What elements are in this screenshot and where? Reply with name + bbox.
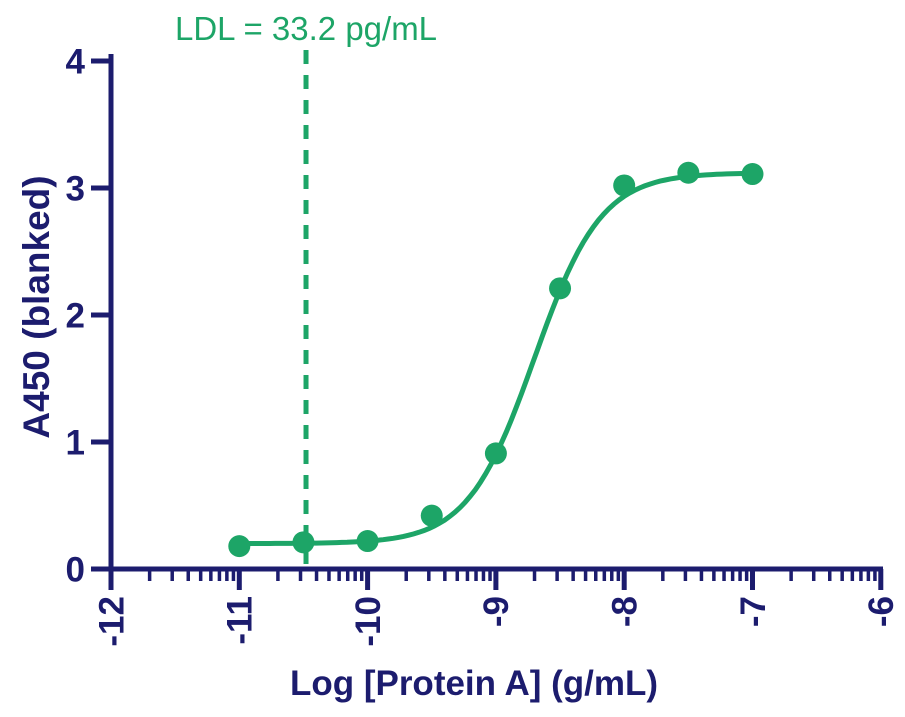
data-point (741, 163, 764, 186)
data-point (677, 161, 700, 184)
y-tick-label: 3 (66, 169, 85, 208)
data-point (292, 531, 315, 554)
y-tick-label: 1 (66, 423, 85, 462)
data-point (484, 442, 507, 465)
y-tick-label: 0 (66, 550, 85, 589)
x-axis-title: Log [Protein A] (g/mL) (290, 664, 658, 703)
x-tick-label: -9 (477, 596, 516, 627)
data-point (613, 174, 636, 197)
fit-curve (236, 170, 755, 546)
data-point (549, 277, 572, 300)
ldl-annotation: LDL = 33.2 pg/mL (175, 10, 437, 47)
y-tick-label: 2 (66, 296, 85, 335)
data-point (420, 504, 443, 527)
x-tick-label: -6 (862, 596, 901, 627)
y-tick-label: 4 (66, 42, 86, 81)
x-tick-label: -7 (734, 596, 773, 627)
y-axis-title: A450 (blanked) (16, 175, 57, 438)
x-tick-label: -10 (349, 596, 388, 647)
plot-area: -12 -11 -10 -9 -8 -7 -6 0 1 2 3 4 (66, 42, 902, 646)
x-tick-label: -12 (92, 596, 131, 647)
x-tick-label: -11 (221, 596, 260, 645)
data-point (356, 530, 379, 553)
x-tick-label: -8 (605, 596, 644, 627)
data-point (228, 535, 251, 558)
